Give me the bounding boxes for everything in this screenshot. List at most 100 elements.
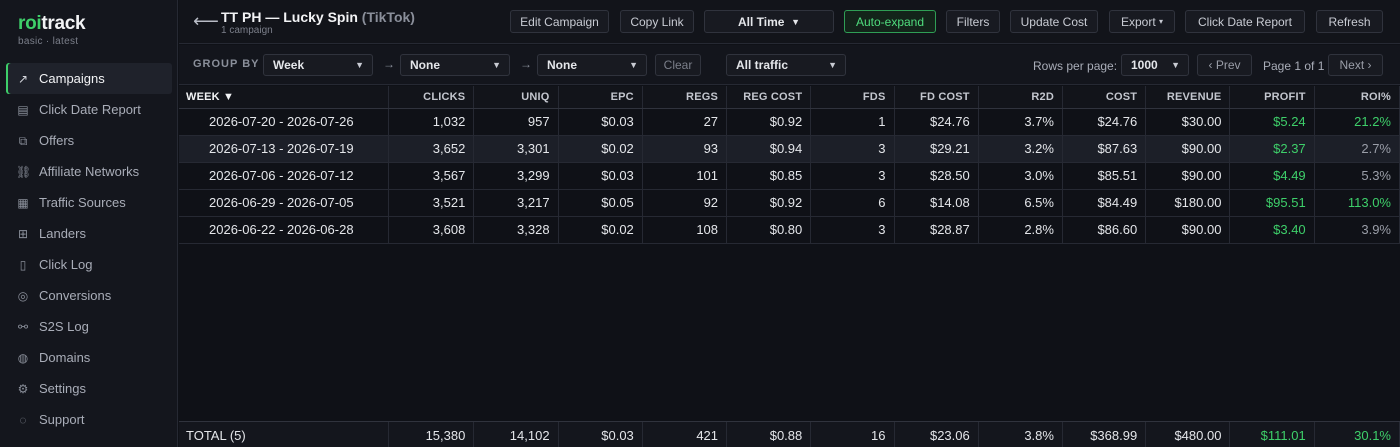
group-by-select-3[interactable]: None ▼ [537,54,647,76]
group-by-select-2[interactable]: None ▼ [400,54,510,76]
click-date-report-button[interactable]: Click Date Report [1185,10,1305,33]
sidebar-item-click-date-report[interactable]: ▤ Click Date Report [6,94,172,125]
cell-cost: $84.49 [1062,189,1147,217]
sidebar-item-offers[interactable]: ⧉ Offers [6,125,172,156]
sidebar-item-landers[interactable]: ⊞ Landers [6,218,172,249]
cell-regs: 92 [642,189,728,217]
column-header-uniq[interactable]: UNIQ [473,86,559,109]
table-row[interactable]: 2026-06-22 - 2026-06-28 3,608 3,328 $0.02 10… [179,216,1400,244]
cell-cost: $85.51 [1062,162,1147,190]
table-header-row: WEEK ▼ CLICKS UNIQ EPC REGS REG COST FDS FD COS… [179,86,1400,109]
cell-revenue: $90.00 [1145,135,1231,163]
cell-clicks: 1,032 [388,108,475,136]
column-header-profit[interactable]: PROFIT [1229,86,1315,109]
cell-uniq: 3,217 [473,189,559,217]
table-row[interactable]: 2026-06-29 - 2026-07-05 3,521 3,217 $0.05 92… [179,189,1400,217]
total-revenue: $480.00 [1145,422,1231,447]
totals-row: TOTAL (5) 15,380 14,102 $0.03 421 $0.88 16 $23.… [179,422,1400,447]
chevron-down-icon: ▼ [629,60,638,70]
cell-epc: $0.02 [558,135,643,163]
sidebar-item-support[interactable]: ◌ Support [6,404,172,435]
group-by-value-2: None [410,58,440,72]
table-row[interactable]: 2026-07-13 - 2026-07-19 3,652 3,301 $0.02 93… [179,135,1400,163]
column-header-cost[interactable]: COST [1062,86,1147,109]
group-by-value-1: Week [273,58,305,72]
cell-revenue: $90.00 [1145,162,1231,190]
traffic-icon: ▦ [17,195,29,210]
cell-fds: 3 [810,135,895,163]
edit-campaign-button[interactable]: Edit Campaign [510,10,609,33]
cell-clicks: 3,521 [388,189,475,217]
trend-up-icon: ↗ [17,71,29,86]
campaign-name: TT PH — Lucky Spin [221,9,358,25]
cell-epc: $0.03 [558,162,643,190]
traffic-filter-select[interactable]: All traffic ▼ [726,54,846,76]
cell-regs: 27 [642,108,728,136]
table-row[interactable]: 2026-07-06 - 2026-07-12 3,567 3,299 $0.03 10… [179,162,1400,190]
cell-regs: 108 [642,216,728,244]
logo-subtitle: basic · latest [18,36,79,47]
total-reg-cost: $0.88 [726,422,812,447]
column-header-r2d[interactable]: R2D [978,86,1063,109]
rows-per-page-select[interactable]: 1000 ▼ [1121,54,1189,76]
column-header-regs[interactable]: REGS [642,86,728,109]
cell-profit: $2.37 [1229,135,1315,163]
column-header-week[interactable]: WEEK ▼ [179,86,390,109]
prev-page-button[interactable]: ‹ Prev [1197,54,1252,76]
copy-link-button[interactable]: Copy Link [620,10,694,33]
sidebar-item-s2s-log[interactable]: ⚯ S2S Log [6,311,172,342]
chevron-down-icon: ▼ [828,60,837,70]
sidebar-item-label: Settings [39,381,86,396]
logo[interactable]: roitrack basic · latest [18,13,86,47]
refresh-button[interactable]: Refresh [1316,10,1383,33]
clipboard-icon: ▯ [19,257,27,272]
cell-profit: $5.24 [1229,108,1315,136]
network-icon: ⛓ [16,164,32,179]
date-range-select[interactable]: All Time ▼ [704,10,834,33]
column-header-epc[interactable]: EPC [558,86,643,109]
campaign-count: 1 campaign [221,25,273,36]
total-epc: $0.03 [558,422,643,447]
traffic-filter-value: All traffic [736,58,789,72]
next-page-button[interactable]: Next › [1328,54,1383,76]
back-arrow-icon[interactable]: ⟵ [193,11,219,31]
sidebar-item-conversions[interactable]: ◎ Conversions [6,280,172,311]
table-row[interactable]: 2026-07-20 - 2026-07-26 1,032 957 $0.03 27 $0… [179,108,1400,136]
column-header-fds[interactable]: FDS [810,86,895,109]
chevron-down-icon: ▼ [1171,60,1180,70]
clear-grouping-button[interactable]: Clear [655,54,701,76]
link-icon: ⚯ [17,319,29,334]
cell-reg-cost: $0.92 [726,108,812,136]
sidebar-item-campaigns[interactable]: ↗ Campaigns [6,63,172,94]
column-header-roi[interactable]: ROI% [1314,86,1400,109]
sidebar-item-affiliate-networks[interactable]: ⛓ Affiliate Networks [6,156,172,187]
sidebar-item-traffic-sources[interactable]: ▦ Traffic Sources [6,187,172,218]
total-profit: $111.01 [1229,422,1315,447]
group-by-value-3: None [547,58,577,72]
column-header-revenue[interactable]: REVENUE [1145,86,1231,109]
total-week: TOTAL (5) [179,422,390,447]
cell-fd-cost: $28.50 [894,162,979,190]
auto-expand-button[interactable]: Auto-expand [844,10,936,33]
column-header-fd-cost[interactable]: FD COST [894,86,979,109]
sidebar-item-settings[interactable]: ⚙ Settings [6,373,172,404]
group-by-select-1[interactable]: Week ▼ [263,54,373,76]
cell-clicks: 3,567 [388,162,475,190]
target-icon: ◎ [17,288,29,303]
sidebar-item-domains[interactable]: ◍ Domains [6,342,172,373]
cell-regs: 101 [642,162,728,190]
column-header-clicks[interactable]: CLICKS [388,86,475,109]
export-button[interactable]: Export ▾ [1109,10,1175,33]
sidebar-item-click-log[interactable]: ▯ Click Log [6,249,172,280]
cell-reg-cost: $0.80 [726,216,812,244]
sidebar-item-label: Landers [39,226,86,241]
cell-reg-cost: $0.94 [726,135,812,163]
cell-week: 2026-06-22 - 2026-06-28 [179,216,390,244]
cell-roi: 113.0% [1314,189,1400,217]
update-cost-button[interactable]: Update Cost [1010,10,1098,33]
export-caret-icon: ▾ [1159,17,1164,26]
sidebar-item-label: Offers [39,133,75,148]
filters-button[interactable]: Filters [946,10,1000,33]
column-header-reg-cost[interactable]: REG COST [726,86,812,109]
cell-uniq: 957 [473,108,559,136]
